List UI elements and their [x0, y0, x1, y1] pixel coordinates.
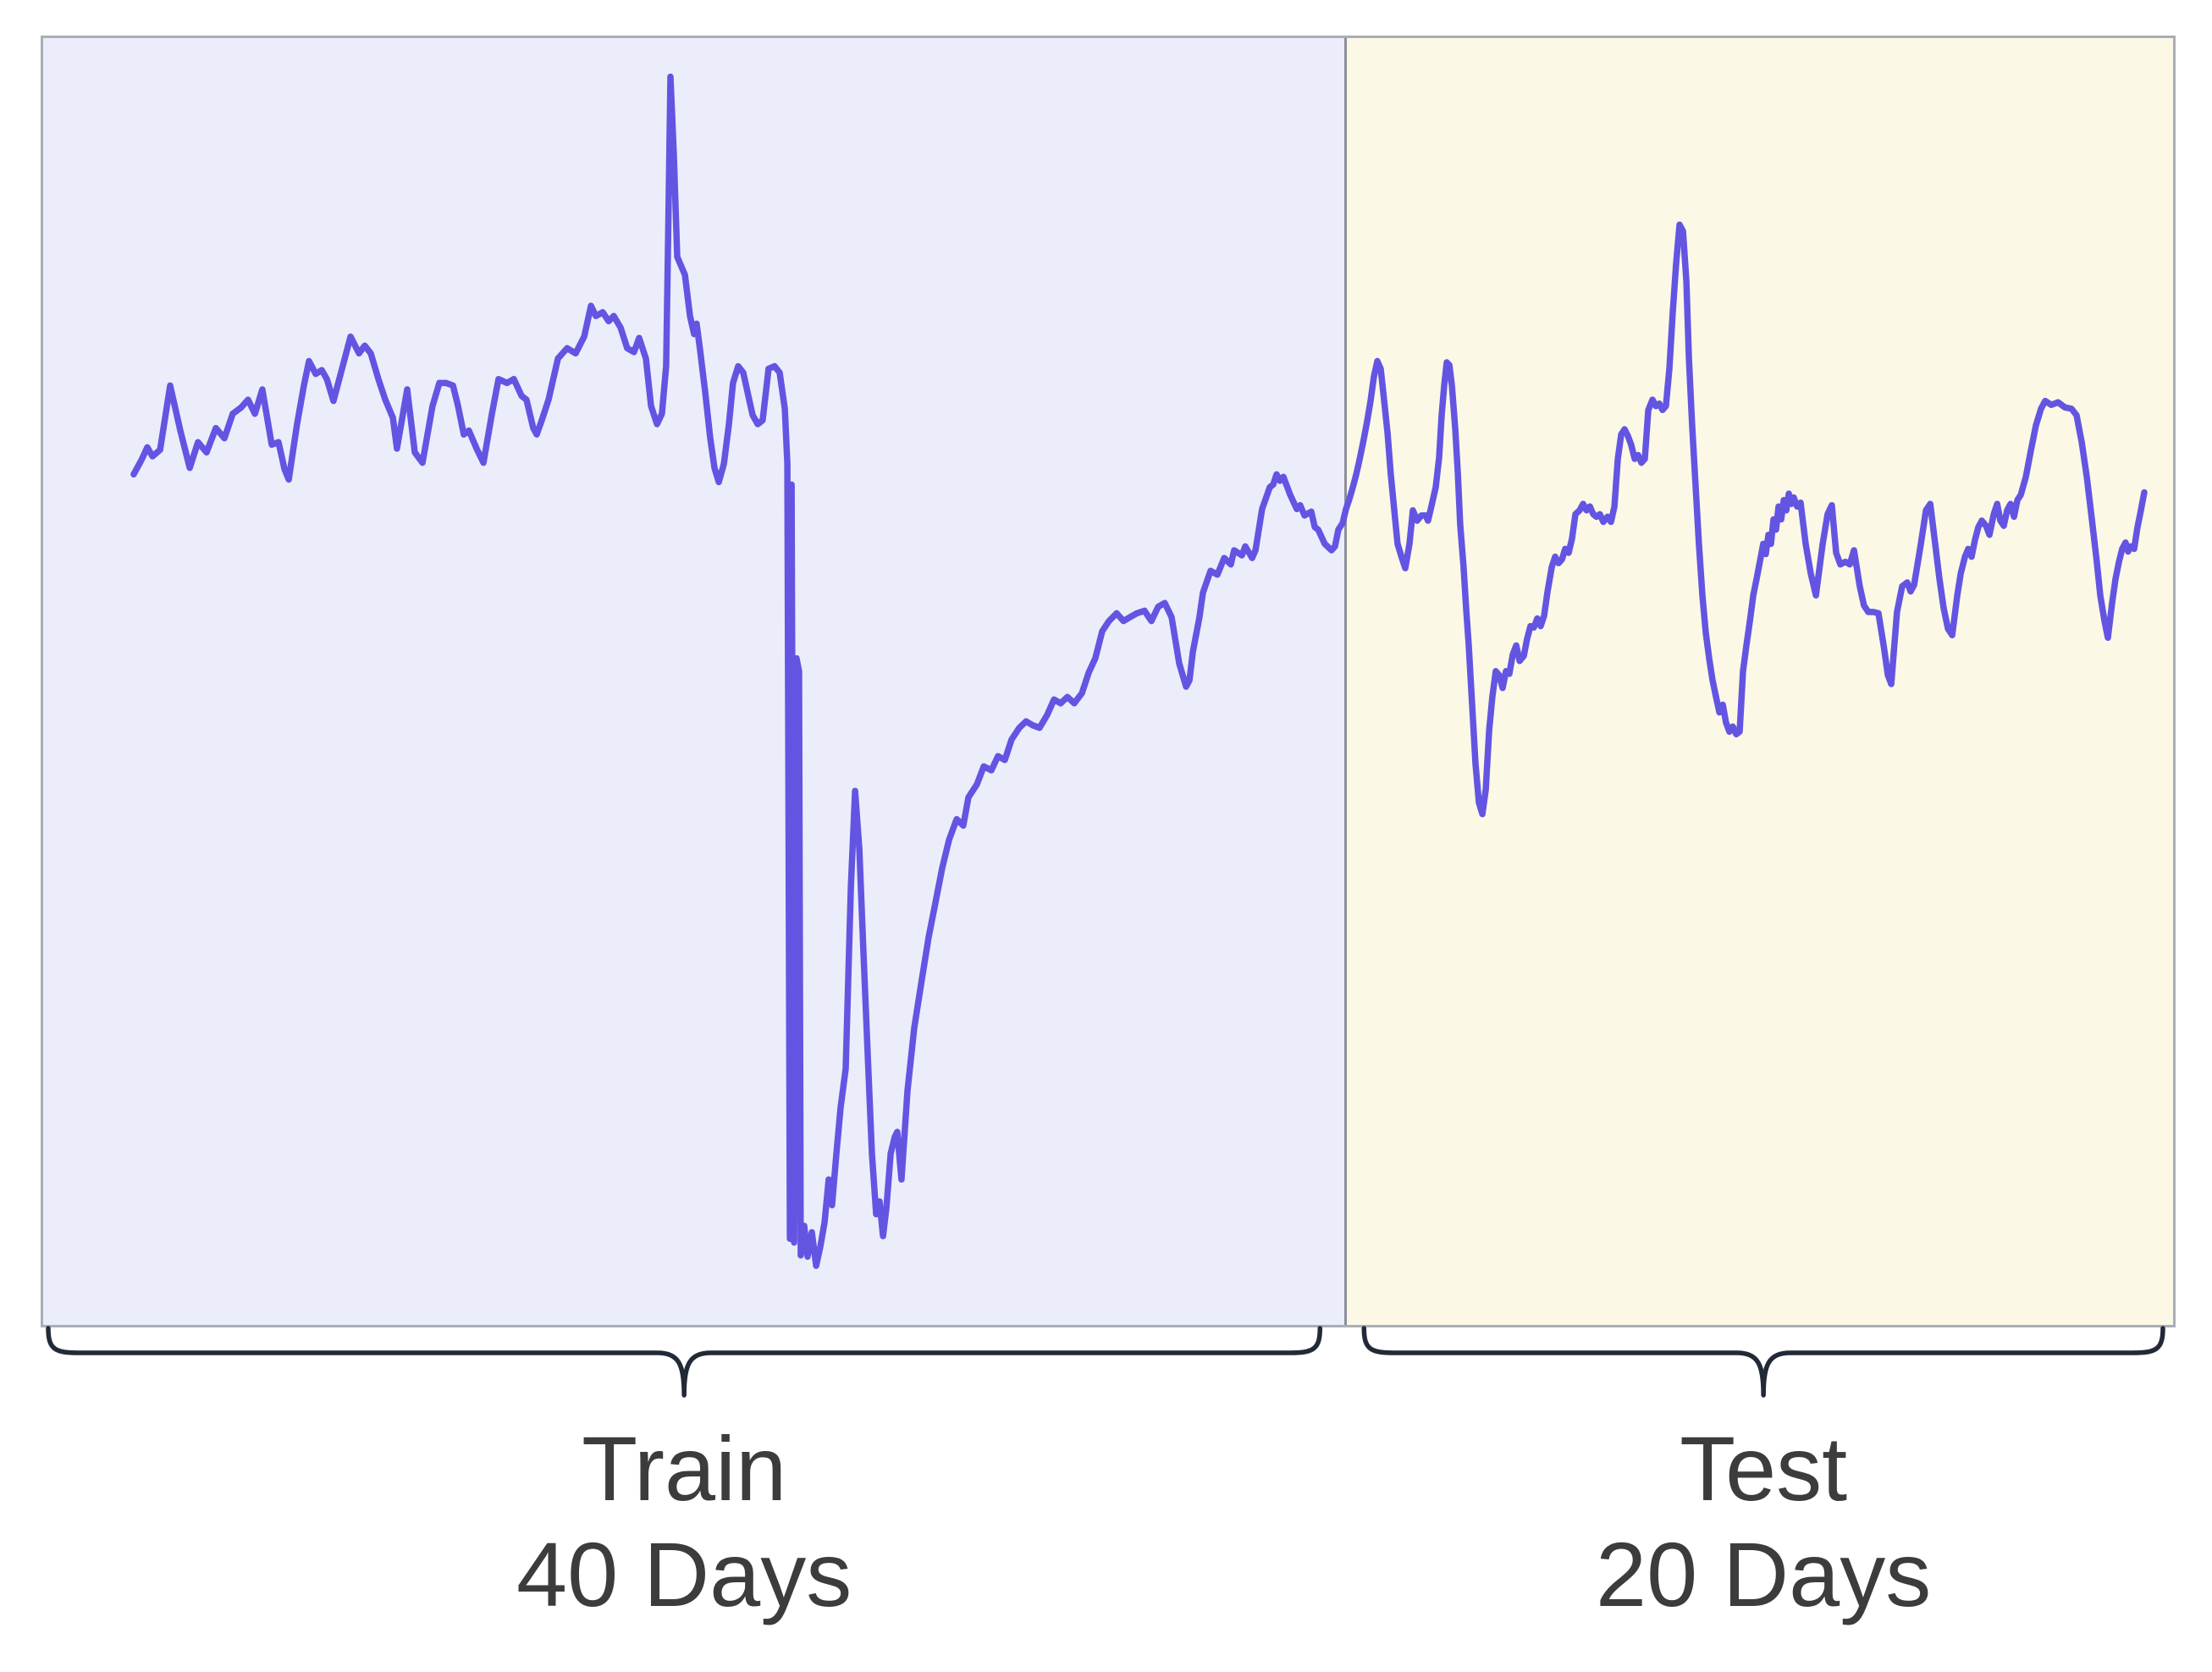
train-brace-icon: [46, 1326, 1323, 1398]
train-label: Train 40 Days: [303, 1415, 1065, 1628]
test-brace-icon: [1361, 1326, 2165, 1398]
train-label-title: Train: [582, 1417, 787, 1520]
test-label-days: 20 Days: [1596, 1523, 1932, 1626]
time-series-line: [130, 73, 2148, 1269]
chart-area: [41, 36, 2176, 1327]
test-label-title: Test: [1680, 1417, 1848, 1520]
train-label-days: 40 Days: [516, 1523, 852, 1626]
test-region: [1344, 38, 2173, 1325]
train-region: [43, 38, 1345, 1325]
test-label: Test 20 Days: [1382, 1415, 2144, 1628]
time-series-plot: [130, 73, 2148, 1269]
